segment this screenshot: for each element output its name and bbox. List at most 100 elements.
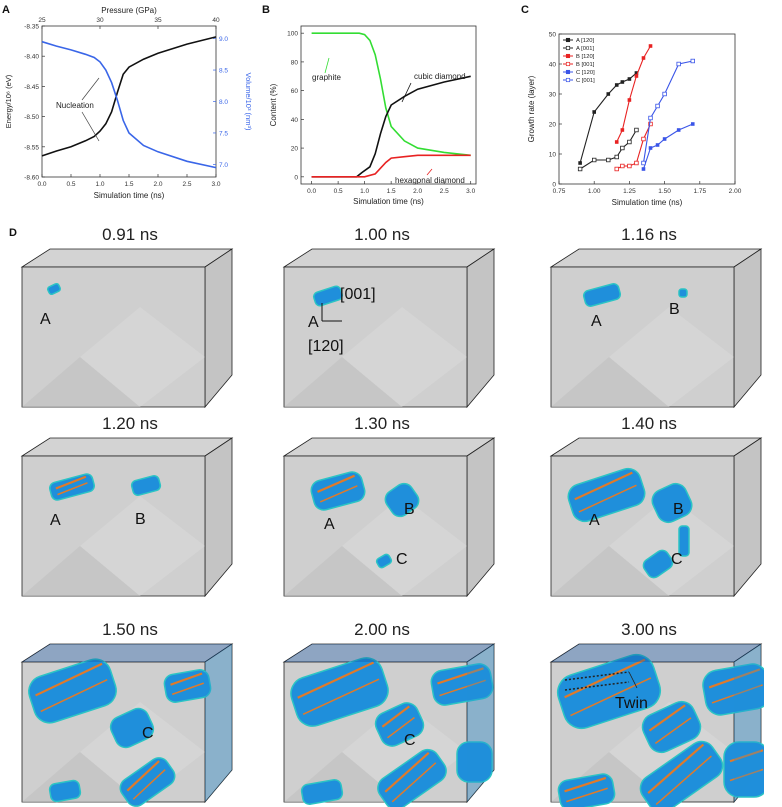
y-tick-label: 20 bbox=[549, 122, 557, 129]
cube-top-face bbox=[282, 248, 496, 268]
grain-label-a: A bbox=[50, 512, 61, 529]
top-tick-label: 30 bbox=[96, 17, 104, 24]
growth-series-marker bbox=[627, 98, 632, 102]
growth-series-marker bbox=[620, 128, 625, 132]
grain-label-b: B bbox=[669, 301, 680, 318]
twin-label: Twin bbox=[615, 695, 648, 712]
stacking-fault-line bbox=[570, 677, 652, 717]
direction-label-120: [120] bbox=[308, 338, 344, 355]
x-tick-label: 2.0 bbox=[153, 181, 162, 188]
cube-top-face bbox=[20, 437, 234, 457]
grain-shading bbox=[80, 496, 205, 596]
grain-label-c: C bbox=[671, 551, 683, 568]
growth-series-marker bbox=[662, 137, 667, 141]
top-tick-label: 25 bbox=[38, 17, 46, 24]
legend-label: B [001] bbox=[576, 62, 595, 68]
x-axis-label: Simulation time (ns) bbox=[612, 198, 683, 207]
diamond-domain bbox=[163, 669, 212, 703]
y-left-tick-label: -8.55 bbox=[24, 144, 39, 151]
x-tick-label: 2.00 bbox=[729, 188, 742, 195]
y-right-tick-label: 8.5 bbox=[219, 68, 228, 75]
plot-frame bbox=[300, 25, 477, 185]
x-tick-label: 1.5 bbox=[124, 181, 133, 188]
diamond-domain bbox=[46, 282, 62, 296]
stacking-fault-line bbox=[171, 682, 205, 696]
stacking-fault-line bbox=[564, 658, 646, 699]
panel-a-letter: A bbox=[2, 4, 10, 16]
snapshot-time-label: 0.91 ns bbox=[102, 225, 158, 244]
growth-series-marker bbox=[614, 154, 619, 160]
stacking-fault-line bbox=[648, 704, 686, 732]
y-right-tick-label: 8.0 bbox=[219, 99, 228, 106]
x-tick-label: 0.75 bbox=[553, 188, 566, 195]
stacking-fault-line bbox=[170, 672, 203, 686]
stacking-fault-line bbox=[564, 776, 607, 793]
x-tick-label: 0.5 bbox=[66, 181, 75, 188]
x-tick-label: 3.0 bbox=[466, 188, 475, 195]
diamond-domain bbox=[582, 283, 622, 307]
md-cell-view: A [001] [120] bbox=[282, 248, 496, 409]
chart-phase-content: 0.0 0.5 1.0 1.5 2.0 2.5 3.0 Simulation time (ns… bbox=[269, 25, 477, 206]
diamond-domain bbox=[678, 288, 688, 298]
top-tick-label: 35 bbox=[154, 17, 162, 24]
legend-marker bbox=[565, 53, 571, 59]
cube-top-domain bbox=[551, 644, 761, 662]
growth-series-marker bbox=[662, 91, 667, 97]
cube-top-domain bbox=[22, 644, 232, 662]
nucleation-arrow bbox=[81, 77, 100, 101]
cube-top-face bbox=[549, 248, 763, 268]
legend-marker bbox=[565, 45, 571, 51]
panel-c-letter: C bbox=[521, 4, 529, 16]
x-tick-label: 2.5 bbox=[440, 188, 449, 195]
x-tick-label: 1.5 bbox=[387, 188, 396, 195]
growth-series-marker bbox=[634, 74, 639, 78]
stacking-fault-line bbox=[35, 662, 103, 697]
energy-series-line bbox=[41, 36, 217, 157]
y-right-tick-label: 7.5 bbox=[219, 130, 228, 137]
y-tick-label: 20 bbox=[291, 146, 299, 153]
x-tick-label: 2.5 bbox=[182, 181, 191, 188]
stacking-fault-line bbox=[711, 684, 763, 704]
y-tick-label: 30 bbox=[549, 92, 557, 99]
y-left-axis-label: Energy/10⁶ (eV) bbox=[4, 74, 13, 128]
y-tick-label: 80 bbox=[291, 59, 299, 66]
grain-label-b: B bbox=[673, 501, 684, 518]
y-axis-label: Content (%) bbox=[269, 83, 278, 126]
stacking-fault-line bbox=[708, 668, 761, 689]
growth-series-marker bbox=[676, 128, 681, 132]
snapshot-time-label: 1.30 ns bbox=[354, 414, 410, 433]
growth-series-marker bbox=[627, 139, 632, 145]
diamond-domain bbox=[375, 553, 393, 569]
stacking-fault-line bbox=[387, 716, 415, 739]
stacking-fault-line bbox=[317, 474, 356, 493]
stacking-fault-line bbox=[574, 471, 633, 501]
md-cell-view: A bbox=[20, 248, 234, 409]
hexagonal-diamond-series-line bbox=[311, 154, 471, 178]
snapshot-time-label: 1.20 ns bbox=[102, 414, 158, 433]
growth-series-marker bbox=[676, 61, 681, 67]
y-left-tick-label: -8.40 bbox=[24, 54, 39, 61]
grain-shading bbox=[342, 307, 467, 407]
grain-shading bbox=[551, 546, 669, 596]
x-tick-label: 3.0 bbox=[211, 181, 220, 188]
y-axis-label: Growth rate (layer) bbox=[527, 75, 536, 142]
snapshot-time-label: 1.00 ns bbox=[354, 225, 410, 244]
grain-shading bbox=[22, 546, 140, 596]
x-tick-label: 1.50 bbox=[658, 188, 671, 195]
growth-series-marker bbox=[592, 110, 596, 114]
x-tick-label: 1.75 bbox=[693, 188, 706, 195]
cube-right-face bbox=[204, 248, 233, 409]
x-axis-label: Simulation time (ns) bbox=[94, 191, 165, 200]
stacking-fault-line bbox=[132, 769, 166, 800]
x-tick-label: 1.25 bbox=[623, 188, 636, 195]
x-tick-label: 0.5 bbox=[334, 188, 343, 195]
growth-series-marker bbox=[620, 145, 625, 151]
cubic-diamond-label: cubic diamond bbox=[414, 72, 466, 81]
growth-series-marker bbox=[620, 163, 625, 169]
diamond-domain bbox=[430, 663, 494, 706]
legend-label: C [120] bbox=[576, 70, 595, 76]
grain-label-b: B bbox=[135, 511, 146, 528]
growth-series-marker bbox=[614, 83, 619, 87]
legend-label: A [120] bbox=[576, 38, 594, 44]
hexagonal-diamond-label: hexagonal diamond bbox=[395, 176, 465, 185]
